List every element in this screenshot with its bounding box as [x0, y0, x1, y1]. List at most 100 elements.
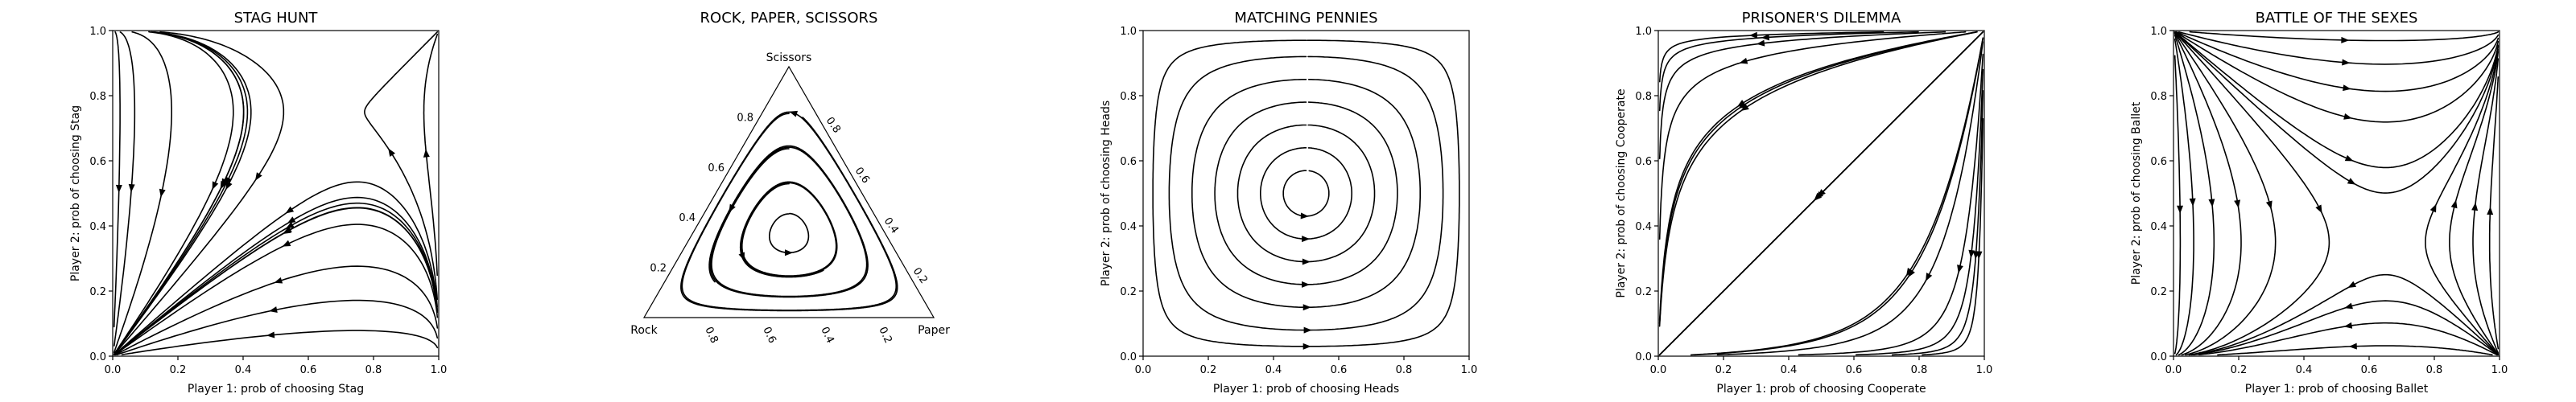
vertex-label-paper: Paper — [918, 324, 950, 337]
streamline-arrow — [115, 184, 122, 193]
streamline-arrow — [1302, 236, 1311, 243]
streamline-arrow — [159, 188, 166, 198]
y-axis-label: Player 2: prob of choosing Cooperate — [1615, 88, 1628, 297]
streamline-arrow — [1740, 104, 1749, 112]
simplex-tick-label: 0.6 — [852, 165, 872, 186]
streamline — [1659, 31, 1885, 83]
streamline — [2217, 345, 2493, 356]
streamline-arrow — [1738, 101, 1747, 109]
streamline-arrow — [2265, 200, 2273, 210]
x-tick-label: 0.8 — [1911, 364, 1928, 376]
streamline-arrow — [784, 249, 793, 256]
simplex-tick-label: 0.6 — [760, 325, 778, 345]
streamline-arrow — [266, 331, 275, 338]
streamline-arrow — [2343, 84, 2351, 92]
x-tick-label: 0.0 — [2165, 364, 2182, 376]
streamline — [2174, 38, 2194, 356]
streamline — [2174, 32, 2242, 356]
x-tick-label: 0.2 — [1715, 364, 1732, 376]
streamline — [1658, 31, 1984, 356]
streamline-arrow — [282, 240, 291, 247]
streamline-arrow — [1303, 326, 1312, 334]
streamline — [1658, 31, 1978, 327]
streamline — [114, 224, 439, 356]
streamline — [768, 212, 810, 254]
vertex-label-rock: Rock — [630, 324, 658, 337]
y-axis-label: Player 2: prob of choosing Stag — [69, 105, 82, 281]
chart-title: ROCK, PAPER, SCISSORS — [700, 10, 878, 27]
y-tick-label: 0.4 — [1120, 221, 1137, 233]
streamline-arrow — [789, 110, 799, 117]
streamline-arrow — [1814, 192, 1823, 201]
y-tick-label: 0.2 — [89, 286, 106, 298]
streamline-arrow — [2341, 36, 2350, 43]
y-tick-label: 0.6 — [2150, 156, 2167, 168]
streamline — [113, 31, 249, 355]
y-tick-label: 0.8 — [89, 91, 106, 103]
streamline — [2190, 273, 2499, 356]
streamline-arrow — [212, 181, 219, 191]
x-axis-label: Player 1: prob of choosing Heads — [1213, 383, 1399, 396]
streamline — [2488, 76, 2500, 350]
streamline — [2174, 55, 2182, 355]
streamline-arrow — [2234, 199, 2241, 208]
streamline — [1236, 124, 1376, 263]
streamline — [2189, 31, 2500, 42]
streamline — [121, 330, 439, 356]
streamline-arrow — [225, 176, 232, 186]
y-tick-label: 0.2 — [1120, 286, 1137, 298]
streamline-arrow — [287, 216, 296, 224]
simplex-tick-label: 0.2 — [910, 265, 930, 286]
x-tick-label: 0.8 — [365, 364, 382, 376]
x-axis-label: Player 1: prob of choosing Ballet — [2245, 383, 2429, 396]
streamline — [1855, 68, 1984, 356]
simplex-tick-label: 0.8 — [702, 325, 720, 345]
streamline-arrow — [1302, 343, 1311, 350]
streamline — [2174, 34, 2215, 356]
streamline — [2198, 322, 2498, 356]
x-axis-label: Player 1: prob of choosing Cooperate — [1716, 383, 1926, 396]
streamline — [1282, 170, 1330, 217]
y-tick-label: 0.4 — [2150, 221, 2167, 233]
x-tick-label: 0.0 — [1135, 364, 1152, 376]
x-tick-label: 0.2 — [2231, 364, 2248, 376]
streamline-arrow — [274, 277, 283, 284]
streamline — [2175, 31, 2500, 123]
plot-frame — [2173, 30, 2500, 357]
streamline-arrow — [2344, 302, 2353, 310]
streamline-arrow — [1761, 34, 1770, 41]
streamline-arrow — [1739, 57, 1748, 64]
chart-title: MATCHING PENNIES — [1234, 10, 1377, 27]
chart-panel: PRISONER'S DILEMMA 0.00.0 0.2 0.2 0.4 0.4 0.6 0… — [1615, 10, 1992, 396]
y-tick-label: 0.4 — [89, 221, 106, 233]
simplex-tick-label: 0.2 — [650, 263, 667, 275]
chart-panel: STAG HUNT 0.00.0 0.2 0.2 0.4 0.4 0.6 0.6 0.8 0.8 1… — [69, 10, 447, 396]
streamline — [1891, 90, 1984, 356]
chart-title: STAG HUNT — [234, 10, 319, 27]
y-tick-label: 0.4 — [1635, 221, 1652, 233]
x-tick-label: 1.0 — [1976, 364, 1993, 376]
x-tick-label: 1.0 — [431, 364, 448, 376]
streamline-arrow — [1302, 304, 1311, 311]
streamline-arrow — [2342, 59, 2351, 66]
y-tick-label: 0.0 — [2150, 351, 2167, 363]
streamline — [1658, 31, 1967, 240]
streamline — [114, 202, 439, 356]
y-tick-label: 0.0 — [1635, 351, 1652, 363]
streamline — [2449, 51, 2500, 355]
streamline-arrow — [2177, 205, 2184, 214]
streamline — [114, 265, 439, 356]
streamline — [114, 31, 136, 347]
streamline — [1658, 31, 1978, 325]
y-tick-label: 0.0 — [89, 351, 106, 363]
streamline — [2472, 58, 2500, 354]
streamline-arrow — [2208, 199, 2215, 207]
streamline-arrow — [1905, 268, 1913, 277]
streamline-arrow — [269, 306, 278, 313]
streamline-arrow — [2348, 343, 2357, 350]
streamline — [113, 31, 234, 355]
simplex-tick-label: 0.4 — [881, 215, 901, 236]
x-tick-label: 0.6 — [300, 364, 317, 376]
streamline-arrow — [738, 252, 745, 261]
